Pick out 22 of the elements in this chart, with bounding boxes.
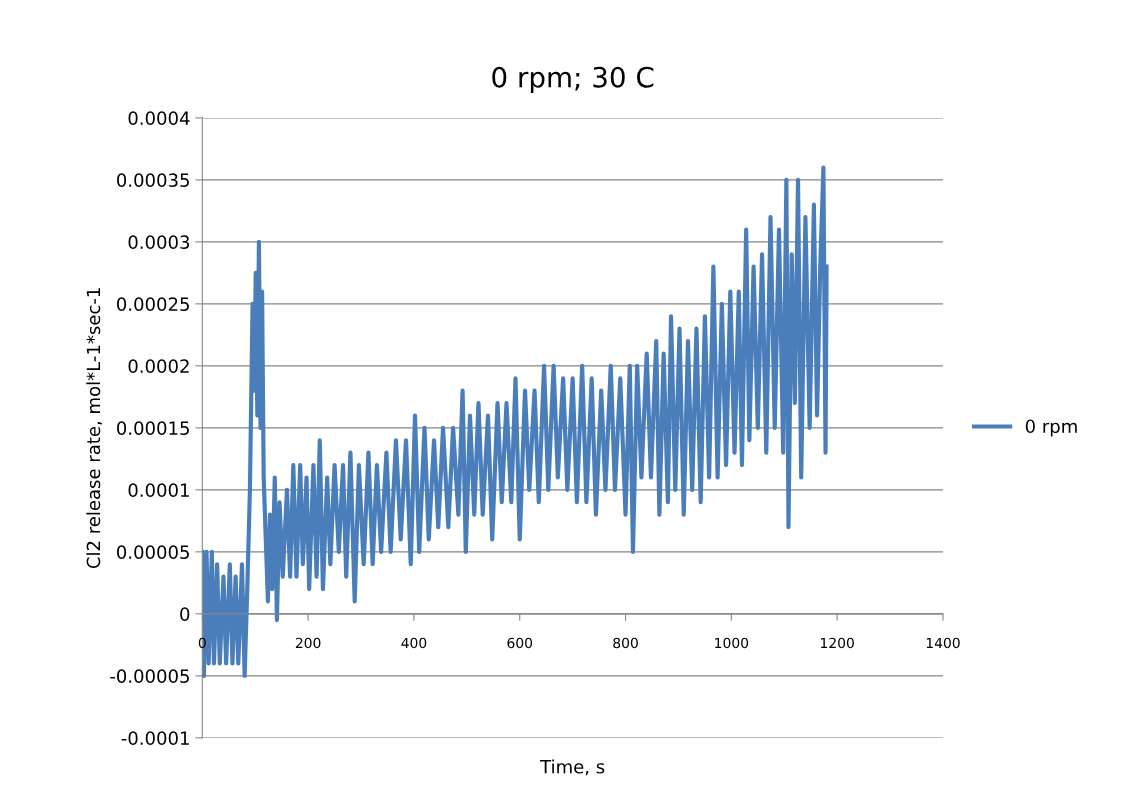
y-axis-title: Cl2 release rate, mol*L-1*sec-1 [86,288,103,569]
y-tick-label: 0.00035 [117,173,189,188]
x-tick-label: 200 [295,637,321,649]
y-tick-label: 0.0001 [128,483,189,497]
y-tick-label: 0.0002 [128,359,189,373]
y-tick-label: 0.0003 [128,235,190,249]
chart-title: 0 rpm; 30 C [492,66,654,94]
y-tick-label: -0.00005 [110,669,189,683]
legend-label: 0 rpm [1025,419,1077,437]
x-tick-label: 1200 [821,637,854,649]
y-tick-label: 0 [180,607,190,621]
y-tick-label: 0.00015 [117,421,189,435]
x-tick-label: 600 [507,637,533,649]
y-tick-label: 0.00005 [117,545,189,559]
x-tick-label: 1000 [715,637,749,649]
x-axis-title: Time, s [540,759,605,776]
x-tick-label: 400 [401,637,427,649]
y-tick-label: 0.00025 [117,297,189,311]
y-tick-label: 0.0004 [128,111,190,126]
x-tick-label: 1400 [926,637,960,649]
x-tick-label: 800 [613,637,638,649]
y-tick-label: -0.0001 [121,731,189,745]
